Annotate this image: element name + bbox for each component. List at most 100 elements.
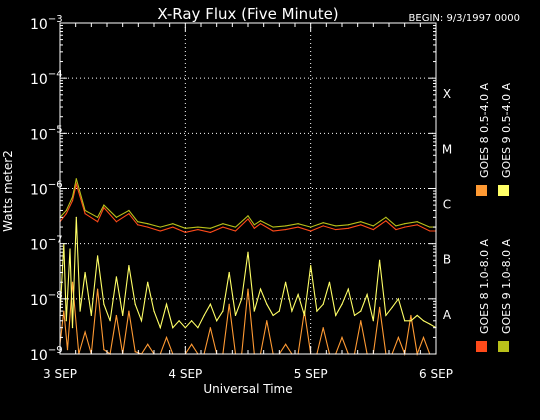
series-point [79, 310, 81, 312]
series-point [115, 216, 117, 218]
series-point [259, 220, 262, 222]
series-point [266, 320, 268, 322]
series-point [372, 320, 374, 322]
series-point [184, 231, 186, 234]
series-point [140, 320, 143, 322]
series-point [222, 310, 224, 312]
x-tick-label: 3 SEP [43, 367, 77, 381]
series-point [372, 228, 374, 231]
series-point [69, 248, 71, 250]
series-point [422, 336, 425, 338]
series-point [322, 303, 324, 305]
series-point [385, 314, 387, 317]
series-point [75, 178, 77, 180]
series-point [191, 343, 193, 345]
series-point [209, 303, 211, 305]
series-point [203, 314, 205, 317]
series-point [128, 213, 130, 215]
flare-class-labels: A B C M X [442, 87, 452, 322]
series-point [347, 227, 349, 229]
series-point [429, 226, 431, 228]
series-point [322, 327, 324, 329]
series-point [272, 226, 274, 228]
series-point [385, 220, 387, 222]
series-point [75, 183, 77, 185]
series-point [115, 314, 117, 317]
series-point [341, 303, 343, 305]
series-point [97, 288, 99, 290]
begin-label: BEGIN: 9/3/1997 0000 [409, 13, 520, 24]
series-point [360, 224, 362, 226]
series-point [404, 226, 406, 228]
series-point [103, 303, 105, 305]
series-point [335, 225, 337, 227]
series-point [128, 265, 130, 267]
series-point [429, 230, 431, 232]
series-point [285, 228, 287, 231]
series-point [222, 226, 224, 228]
series-point [379, 306, 381, 308]
series-point [404, 223, 406, 225]
series-point [97, 221, 99, 223]
series-point [416, 224, 418, 226]
series-point [285, 225, 287, 227]
series-point [178, 320, 180, 322]
series-point [247, 218, 249, 220]
series-point [272, 314, 274, 317]
series-point [310, 230, 312, 232]
series-point [247, 215, 249, 217]
series-point [84, 331, 86, 333]
legend-label: GOES 9 0.5-4.0 A [500, 82, 513, 178]
legend-label: GOES 9 1.0-8.0 A [500, 238, 513, 334]
series-point [209, 231, 211, 234]
grid [60, 23, 436, 354]
series-point [234, 314, 237, 317]
series-point [410, 314, 412, 317]
series-point [97, 216, 99, 218]
series-point [109, 320, 111, 322]
x-tick-label: 5 SEP [294, 367, 328, 381]
series-point [134, 303, 136, 305]
series-point [397, 298, 399, 300]
series-point [103, 349, 105, 351]
series-point [303, 314, 305, 317]
series-point [297, 223, 299, 225]
series-point [97, 255, 99, 257]
series-point [209, 227, 211, 229]
y-tick-label: 10−5 [30, 124, 63, 143]
series-point [65, 320, 67, 322]
x-axis-ticks: 3 SEP 4 SEP 5 SEP 6 SEP [43, 23, 453, 381]
series-point [115, 221, 117, 223]
series-point [65, 213, 67, 215]
series-point [71, 281, 74, 283]
series-point [165, 303, 168, 305]
series-point [228, 271, 230, 274]
series-point [341, 336, 343, 338]
series-point [328, 281, 331, 283]
series-point [404, 320, 406, 322]
series-point [372, 225, 374, 227]
chart-title: X-Ray Flux (Five Minute) [157, 5, 338, 23]
series-point [285, 343, 287, 345]
y-tick-label: 10−9 [30, 345, 63, 364]
series-point [75, 216, 77, 218]
series-point [266, 303, 268, 305]
legend-swatch [476, 185, 487, 196]
series-point [63, 310, 65, 312]
series-point [316, 310, 318, 312]
series-point [322, 225, 324, 227]
series-point [137, 221, 139, 223]
series-point [347, 288, 349, 290]
series-point [259, 223, 262, 225]
series-point [197, 327, 199, 329]
y-tick-label: 10−4 [30, 69, 63, 88]
series-point [410, 320, 412, 322]
series-point [84, 209, 86, 212]
series-point [322, 222, 324, 224]
series-point [128, 310, 130, 312]
series-point [128, 209, 130, 212]
series-point [416, 221, 418, 223]
series-point [253, 310, 255, 312]
series-line [59, 181, 436, 233]
series-point [391, 306, 393, 308]
